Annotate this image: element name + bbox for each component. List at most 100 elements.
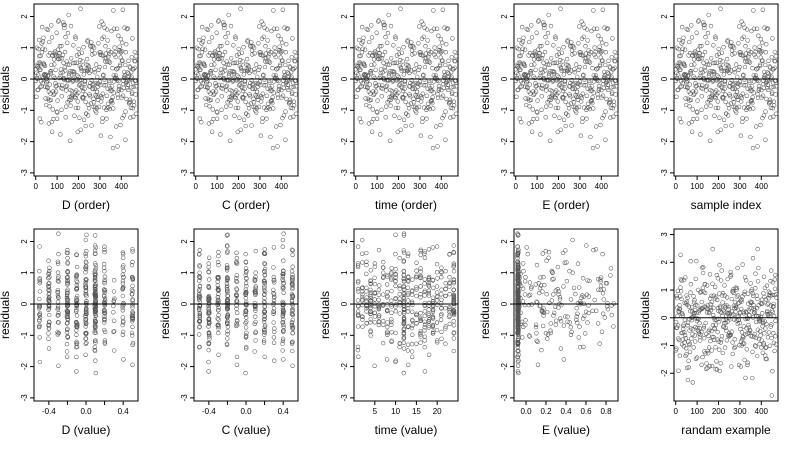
data-point xyxy=(434,320,440,325)
data-point xyxy=(543,115,548,120)
data-point xyxy=(262,324,267,330)
data-point xyxy=(748,328,753,333)
data-point xyxy=(47,268,52,274)
data-point xyxy=(97,24,102,29)
data-point xyxy=(281,357,286,362)
data-point xyxy=(742,357,747,363)
data-point xyxy=(39,24,45,30)
data-point xyxy=(69,56,74,61)
data-point xyxy=(685,323,690,328)
data-point xyxy=(421,83,427,88)
data-point xyxy=(538,283,544,288)
data-point xyxy=(579,295,584,300)
data-point xyxy=(271,298,277,303)
data-point xyxy=(611,324,616,329)
data-point xyxy=(721,45,726,50)
data-point xyxy=(118,55,123,60)
data-point xyxy=(721,95,726,100)
data-point xyxy=(64,292,70,298)
data-point xyxy=(428,49,433,55)
data-point xyxy=(719,293,725,298)
data-point xyxy=(84,340,89,345)
data-point xyxy=(516,46,521,52)
data-point xyxy=(389,277,394,282)
data-point xyxy=(397,311,402,316)
data-point xyxy=(767,97,773,102)
data-point xyxy=(214,109,220,114)
data-point xyxy=(418,315,423,320)
data-point xyxy=(409,292,415,297)
data-point xyxy=(397,82,403,87)
data-point xyxy=(718,6,723,11)
data-point xyxy=(437,44,442,49)
data-point xyxy=(401,258,407,263)
data-point xyxy=(206,261,211,266)
data-point xyxy=(516,349,521,354)
data-point xyxy=(418,266,423,271)
data-point xyxy=(768,115,773,120)
data-point xyxy=(213,67,218,73)
data-point xyxy=(216,330,221,336)
data-point xyxy=(595,66,601,71)
data-point xyxy=(89,77,94,83)
data-point xyxy=(393,278,398,283)
data-point xyxy=(703,84,709,89)
data-point xyxy=(728,332,734,337)
data-point xyxy=(198,53,203,59)
data-point xyxy=(718,66,724,71)
data-point xyxy=(111,90,116,95)
data-point xyxy=(524,79,529,85)
data-point xyxy=(91,81,96,86)
data-point xyxy=(753,335,759,341)
data-point xyxy=(587,80,592,85)
data-point xyxy=(355,244,361,249)
data-point xyxy=(613,59,618,64)
data-point xyxy=(356,278,361,284)
data-point xyxy=(225,300,230,306)
data-point xyxy=(206,317,212,322)
data-point xyxy=(36,306,42,311)
data-point xyxy=(243,281,249,286)
data-point xyxy=(435,95,441,100)
data-point xyxy=(280,271,286,277)
data-point xyxy=(537,44,543,49)
data-point xyxy=(111,318,117,323)
data-point xyxy=(756,265,761,271)
data-point xyxy=(522,47,528,52)
data-point xyxy=(416,67,421,72)
data-point xyxy=(363,96,368,101)
data-point xyxy=(101,261,107,267)
data-point xyxy=(693,67,698,73)
data-point xyxy=(744,27,750,32)
data-point xyxy=(376,19,381,24)
data-point xyxy=(74,296,79,301)
data-point xyxy=(537,290,542,296)
data-point xyxy=(222,25,227,31)
data-point xyxy=(372,304,377,309)
data-point xyxy=(516,315,521,320)
data-point xyxy=(34,75,39,81)
data-point xyxy=(684,352,689,357)
data-point xyxy=(198,61,203,67)
data-point xyxy=(243,259,248,264)
data-point xyxy=(754,67,759,72)
data-point xyxy=(46,303,51,308)
y-tick-label: -1 xyxy=(180,106,189,114)
data-point xyxy=(739,330,745,335)
data-point xyxy=(124,96,129,102)
data-point xyxy=(197,318,203,323)
data-point xyxy=(291,114,296,119)
data-point xyxy=(426,274,432,280)
data-point xyxy=(262,317,267,322)
data-point xyxy=(368,71,373,76)
data-point xyxy=(290,90,295,95)
data-point xyxy=(556,289,561,294)
data-point xyxy=(55,270,61,275)
data-point xyxy=(534,262,540,268)
data-point xyxy=(393,330,398,336)
data-point xyxy=(214,83,219,88)
data-point xyxy=(440,58,445,64)
data-point xyxy=(591,106,596,111)
data-point xyxy=(280,336,286,341)
